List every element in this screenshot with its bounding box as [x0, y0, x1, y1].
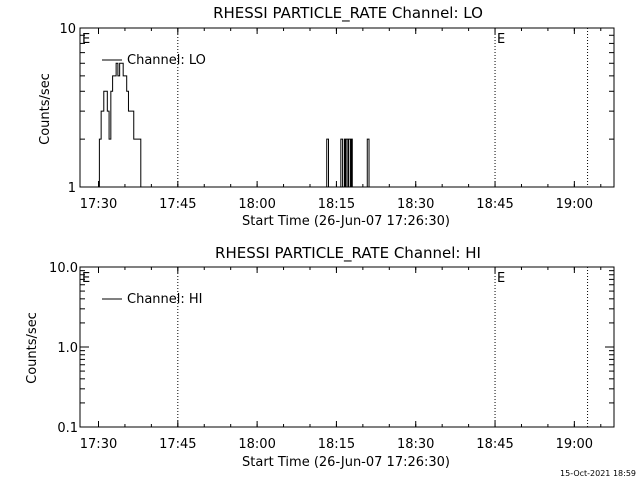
- y-axis-ticks: 1 10: [59, 22, 614, 196]
- series-line: [96, 62, 143, 188]
- chart-title: RHESSI PARTICLE_RATE Channel: HI: [215, 244, 481, 263]
- y-tick-label: 1: [68, 181, 76, 196]
- x-tick-label: 18:45: [476, 197, 513, 212]
- y-tick-label: 0.1: [57, 421, 78, 436]
- series-line: [339, 138, 358, 188]
- marker-label: E: [82, 271, 90, 286]
- x-tick-label: 18:30: [397, 437, 434, 452]
- chart-title: RHESSI PARTICLE_RATE Channel: LO: [213, 4, 483, 23]
- x-tick-label: 18:30: [397, 197, 434, 212]
- plot-frame: [79, 27, 615, 188]
- plot-frame: [79, 266, 615, 428]
- y-axis-ticks: 0.1 1.0 10.0: [49, 261, 614, 436]
- y-tick-label: 1.0: [57, 341, 78, 356]
- x-tick-label: 19:00: [556, 437, 593, 452]
- y-axis-label: Counts/sec: [25, 312, 40, 384]
- x-tick-label: 19:00: [556, 197, 593, 212]
- data-series: [96, 62, 370, 188]
- x-axis-ticks: 17:30 17:45 18:00 18:15 18:30 18:45 19:00: [80, 267, 602, 452]
- legend-label: Channel: HI: [127, 292, 203, 307]
- x-tick-label: 18:15: [318, 197, 355, 212]
- x-axis-label: Start Time (26-Jun-07 17:26:30): [242, 455, 450, 470]
- series-line: [324, 138, 329, 188]
- marker-label: E: [82, 32, 90, 47]
- marker-label: E: [497, 271, 505, 286]
- y-tick-label: 10: [59, 22, 76, 37]
- generated-timestamp: 15-Oct-2021 18:59: [560, 469, 636, 478]
- legend: Channel: LO: [102, 53, 206, 68]
- x-axis-ticks: 17:30 17:45 18:00 18:15 18:30 18:45 19:00: [80, 28, 602, 212]
- x-tick-label: 17:45: [159, 197, 196, 212]
- x-tick-label: 18:00: [238, 437, 275, 452]
- x-tick-label: 17:45: [159, 437, 196, 452]
- x-tick-label: 17:30: [80, 197, 117, 212]
- chart-panel-hi: RHESSI PARTICLE_RATE Channel: HI Counts/…: [25, 244, 615, 470]
- x-tick-label: 18:00: [238, 197, 275, 212]
- chart-panel-lo: RHESSI PARTICLE_RATE Channel: LO Counts/…: [38, 4, 615, 229]
- y-axis-label: Counts/sec: [38, 73, 53, 145]
- legend: Channel: HI: [102, 292, 203, 307]
- series-line: [365, 138, 370, 188]
- x-tick-label: 17:30: [80, 437, 117, 452]
- legend-label: Channel: LO: [127, 53, 206, 68]
- marker-label: E: [497, 32, 505, 47]
- x-axis-label: Start Time (26-Jun-07 17:26:30): [242, 214, 450, 229]
- x-tick-label: 18:15: [318, 437, 355, 452]
- y-tick-label: 10.0: [49, 261, 78, 276]
- x-tick-label: 18:45: [476, 437, 513, 452]
